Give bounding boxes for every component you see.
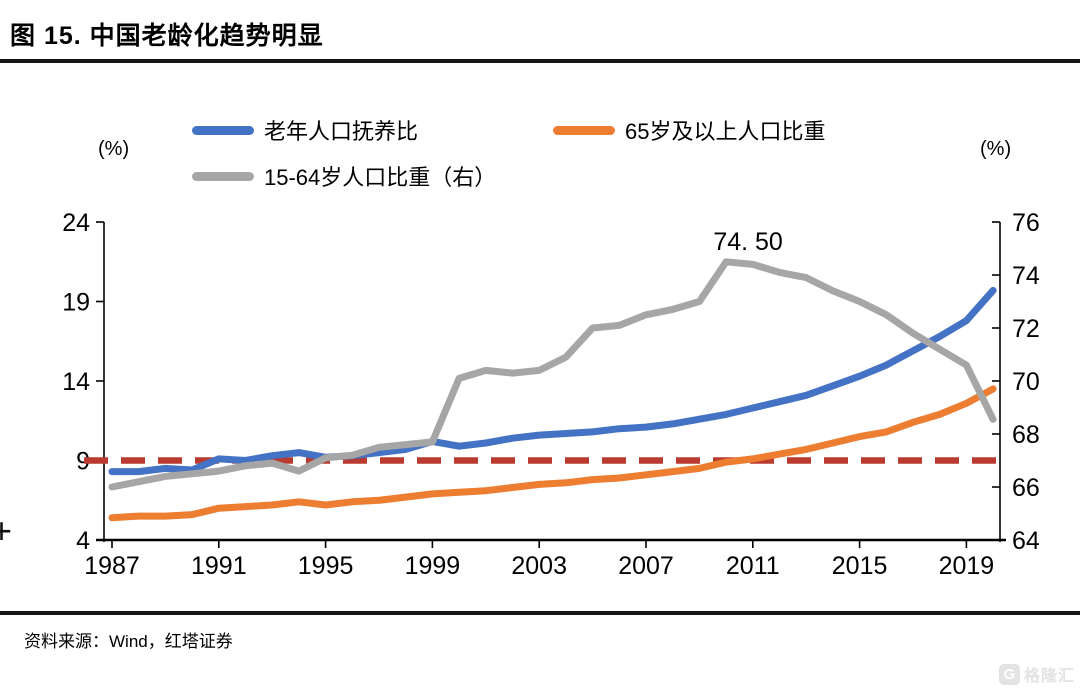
peak-value-annotation: 74. 50 — [713, 228, 783, 256]
legend-swatch-orange — [553, 125, 615, 135]
x-axis-tick-label: 1995 — [298, 552, 354, 580]
watermark: G 格隆汇 — [998, 662, 1075, 686]
x-axis-tick-label: 2019 — [939, 552, 995, 580]
footer-divider — [0, 611, 1080, 615]
x-axis-tick-label: 1991 — [191, 552, 247, 580]
gelonghui-logo-icon: G — [998, 663, 1020, 685]
legend-swatch-gray — [192, 171, 254, 181]
right-axis-unit: (%) — [980, 138, 1012, 160]
legend-label: 65岁及以上人口比重 — [625, 119, 826, 144]
legend-item-old-age-dependency: 老年人口抚养比 — [192, 114, 418, 146]
figure-title: 图 15. 中国老龄化趋势明显 — [10, 22, 324, 50]
x-axis-tick-label: 2011 — [726, 552, 780, 580]
left-axis-tick-label: 24 — [62, 209, 90, 237]
right-axis-tick-label: 68 — [1012, 421, 1040, 449]
left-axis-unit: (%) — [98, 138, 130, 160]
right-axis-tick-label: 70 — [1012, 368, 1040, 396]
source-note: 资料来源：Wind，红塔证券 — [24, 632, 233, 651]
left-axis-tick-label: 9 — [76, 448, 90, 476]
left-axis-tick-label: 19 — [62, 289, 90, 317]
x-axis-tick-label: 2003 — [511, 552, 567, 580]
left-axis-tick-label: 14 — [62, 368, 90, 396]
series-line-0 — [108, 286, 997, 476]
x-axis-tick-label: 1999 — [405, 552, 461, 580]
x-axis-tick-label: 2015 — [832, 552, 888, 580]
series-line-1 — [108, 385, 997, 522]
legend-swatch-blue — [192, 125, 254, 135]
legend-label: 15-64岁人口比重（右） — [264, 165, 497, 190]
watermark-text: 格隆汇 — [1023, 668, 1075, 685]
right-axis-tick-label: 76 — [1012, 209, 1040, 237]
series-line-2 — [108, 258, 997, 491]
right-axis-tick-label: 72 — [1012, 315, 1040, 343]
title-divider — [0, 59, 1080, 63]
right-axis-tick-label: 64 — [1012, 527, 1040, 555]
x-axis-tick-label: 2007 — [618, 552, 674, 580]
left-axis-tick-label: 4 — [76, 527, 90, 555]
right-axis-tick-label: 74 — [1012, 262, 1040, 290]
legend-item-65plus-share: 65岁及以上人口比重 — [553, 114, 825, 146]
legend-label: 老年人口抚养比 — [264, 119, 419, 144]
legend-item-working-age-share: 15-64岁人口比重（右） — [192, 160, 496, 192]
right-axis-tick-label: 66 — [1012, 474, 1040, 502]
x-axis-tick-label: 1987 — [84, 552, 140, 580]
crop-mark: + — [0, 510, 13, 551]
